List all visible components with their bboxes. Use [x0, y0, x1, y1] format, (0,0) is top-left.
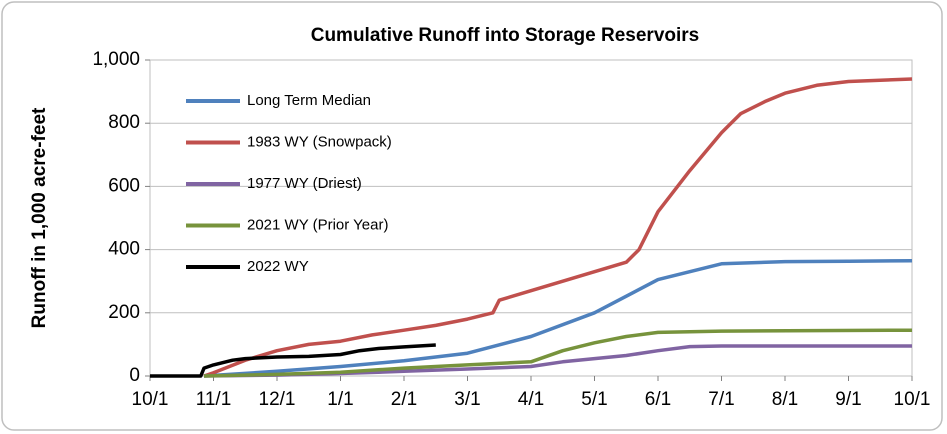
x-tick-label: 2/1 [391, 389, 417, 410]
series-line [203, 77, 913, 378]
legend-label: 2021 WY (Prior Year) [247, 216, 388, 233]
x-tick-label: 10/1 [132, 389, 169, 410]
x-tick-label: 5/1 [581, 389, 607, 410]
x-tick-label: 10/1 [894, 389, 931, 410]
x-tick-label: 6/1 [645, 389, 671, 410]
series-line [150, 343, 436, 378]
x-tick-label: 4/1 [518, 389, 544, 410]
y-tick-label: 0 [129, 365, 140, 386]
legend-label: 2022 WY [247, 258, 309, 275]
chart-title: Cumulative Runoff into Storage Reservoir… [311, 25, 700, 46]
y-tick-label: 800 [108, 112, 140, 133]
legend-label: 1983 WY (Snowpack) [247, 133, 392, 150]
x-tick-label: 9/1 [835, 389, 861, 410]
legend-label: Long Term Median [247, 92, 371, 109]
x-tick-label: 12/1 [259, 389, 296, 410]
x-tick-label: 11/1 [196, 389, 232, 410]
y-tick-label: 200 [108, 302, 140, 323]
series-line [203, 258, 913, 378]
series-line [203, 328, 913, 378]
x-tick-label: 8/1 [772, 389, 798, 410]
y-tick-label: 600 [108, 175, 140, 196]
legend-label: 1977 WY (Driest) [247, 175, 362, 192]
x-tick-label: 1/1 [327, 389, 353, 410]
x-tick-label: 3/1 [454, 389, 480, 410]
y-tick-label: 1,000 [92, 49, 140, 70]
y-axis-label: Runoff in 1,000 acre-feet [29, 107, 50, 328]
x-tick-label: 7/1 [708, 389, 734, 410]
y-tick-label: 400 [108, 239, 140, 260]
